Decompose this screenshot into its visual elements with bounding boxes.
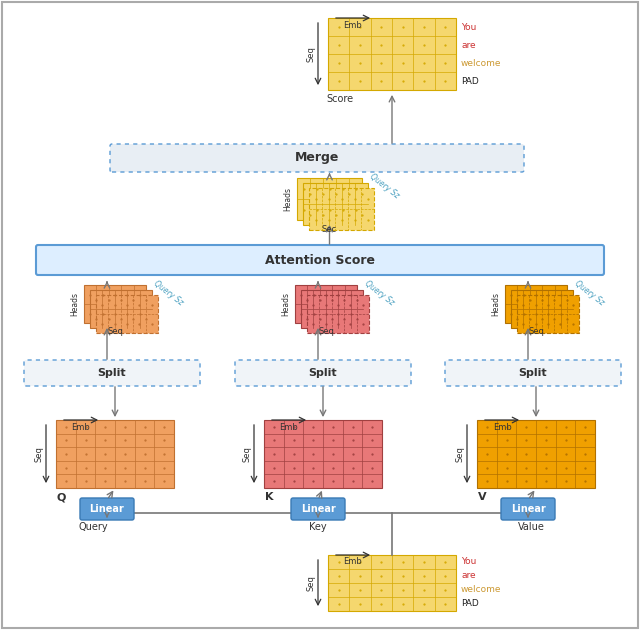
Text: Q: Q	[56, 492, 66, 502]
Text: Query Sz: Query Sz	[367, 172, 401, 200]
FancyBboxPatch shape	[505, 285, 567, 323]
Text: Sec: Sec	[322, 224, 337, 234]
Text: Seq: Seq	[528, 328, 544, 336]
FancyBboxPatch shape	[90, 290, 152, 328]
Text: Emb: Emb	[72, 423, 90, 432]
Text: Linear: Linear	[511, 504, 545, 514]
Text: Query: Query	[78, 522, 108, 532]
FancyBboxPatch shape	[235, 360, 411, 386]
Text: Query Sz: Query Sz	[363, 279, 396, 307]
Text: Heads: Heads	[282, 292, 291, 316]
FancyBboxPatch shape	[511, 290, 573, 328]
FancyBboxPatch shape	[501, 498, 555, 520]
Text: Seq: Seq	[35, 446, 44, 462]
FancyBboxPatch shape	[328, 18, 456, 90]
Text: Linear: Linear	[301, 504, 335, 514]
Text: Query Sz: Query Sz	[573, 279, 605, 307]
FancyBboxPatch shape	[309, 188, 374, 230]
Text: Emb: Emb	[280, 423, 298, 432]
Text: Heads: Heads	[492, 292, 500, 316]
FancyBboxPatch shape	[477, 420, 595, 488]
Text: Heads: Heads	[284, 187, 292, 211]
Text: Score: Score	[326, 94, 353, 104]
FancyBboxPatch shape	[301, 290, 363, 328]
Text: Seq: Seq	[307, 46, 316, 62]
FancyBboxPatch shape	[264, 420, 382, 488]
FancyBboxPatch shape	[328, 555, 456, 611]
Text: welcome: welcome	[461, 59, 502, 67]
Text: You: You	[461, 23, 476, 32]
Text: welcome: welcome	[461, 585, 502, 595]
FancyBboxPatch shape	[445, 360, 621, 386]
FancyBboxPatch shape	[291, 498, 345, 520]
Text: Key: Key	[309, 522, 327, 532]
FancyBboxPatch shape	[36, 245, 604, 275]
Text: Value: Value	[518, 522, 545, 532]
Text: Linear: Linear	[90, 504, 124, 514]
Text: Seq: Seq	[318, 328, 334, 336]
Text: PAD: PAD	[461, 76, 479, 86]
Text: You: You	[461, 558, 476, 566]
Text: Query Sz: Query Sz	[152, 279, 184, 307]
Text: Seq: Seq	[456, 446, 465, 462]
Text: are: are	[461, 40, 476, 50]
FancyBboxPatch shape	[24, 360, 200, 386]
FancyBboxPatch shape	[307, 295, 369, 333]
Text: Seq: Seq	[243, 446, 252, 462]
FancyBboxPatch shape	[110, 144, 524, 172]
FancyBboxPatch shape	[517, 295, 579, 333]
Text: Split: Split	[98, 368, 126, 378]
FancyBboxPatch shape	[297, 178, 362, 220]
Text: Seq: Seq	[107, 328, 123, 336]
Text: K: K	[265, 492, 273, 502]
FancyBboxPatch shape	[56, 420, 174, 488]
FancyBboxPatch shape	[84, 285, 146, 323]
Text: Emb: Emb	[344, 558, 362, 566]
FancyBboxPatch shape	[96, 295, 158, 333]
Text: Heads: Heads	[70, 292, 79, 316]
Text: Attention Score: Attention Score	[265, 253, 375, 266]
Text: Seq: Seq	[307, 575, 316, 591]
FancyBboxPatch shape	[295, 285, 357, 323]
Text: Split: Split	[308, 368, 337, 378]
Text: are: are	[461, 571, 476, 580]
Text: Split: Split	[518, 368, 547, 378]
Text: V: V	[477, 492, 486, 502]
Text: Emb: Emb	[493, 423, 511, 432]
Text: PAD: PAD	[461, 600, 479, 609]
Text: Emb: Emb	[344, 21, 362, 30]
Text: Merge: Merge	[295, 151, 339, 164]
FancyBboxPatch shape	[303, 183, 368, 225]
FancyBboxPatch shape	[80, 498, 134, 520]
